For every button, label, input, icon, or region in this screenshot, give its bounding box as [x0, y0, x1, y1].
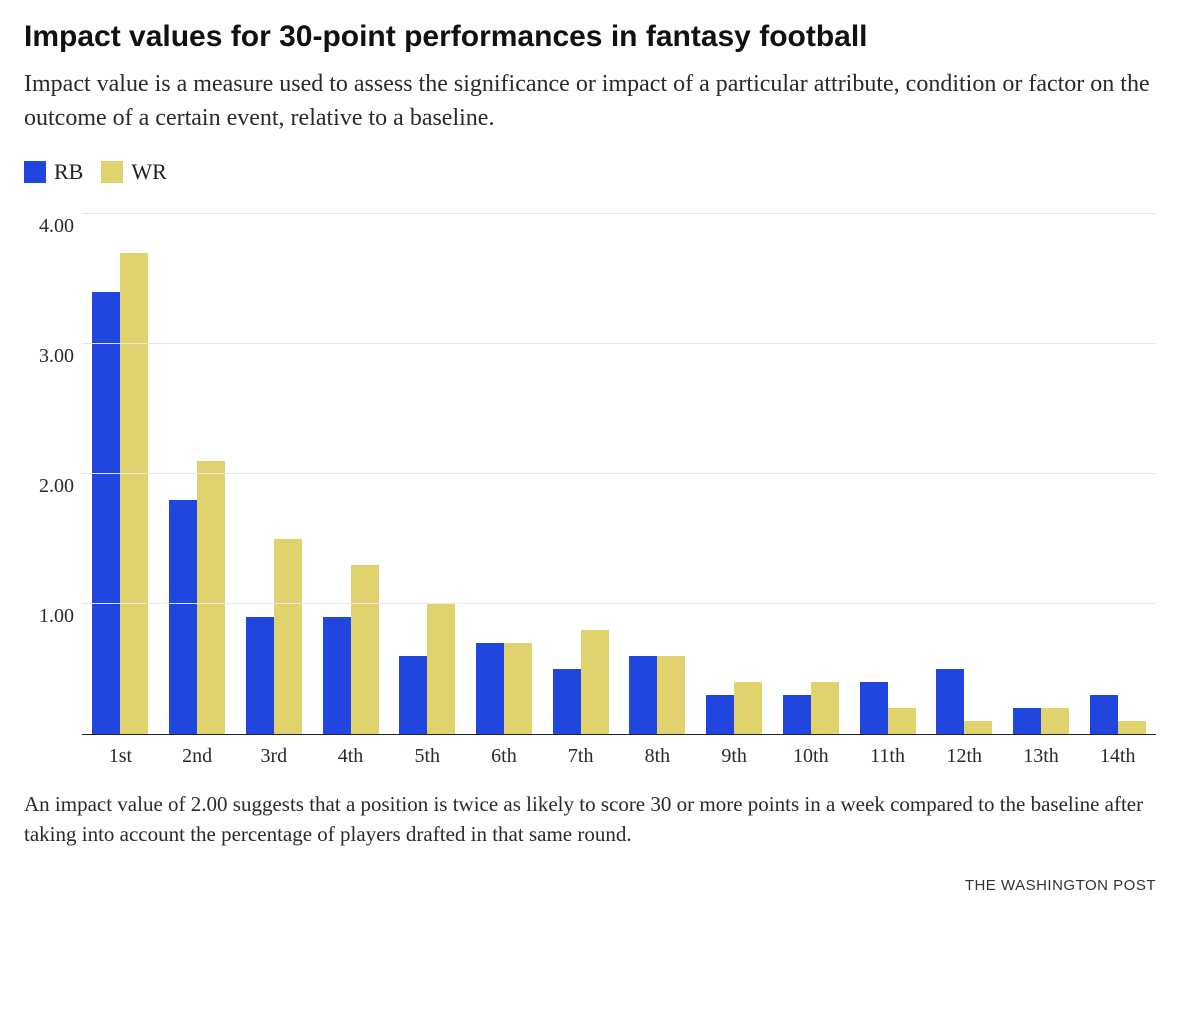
bar-group [159, 461, 236, 734]
gridline [82, 213, 1156, 214]
bar [888, 708, 916, 734]
bar [1041, 708, 1069, 734]
gridline [82, 343, 1156, 344]
x-axis-ticks: 1st2nd3rd4th5th6th7th8th9th10th11th12th1… [82, 735, 1156, 768]
bar [476, 643, 504, 734]
bar [860, 682, 888, 734]
bar [657, 656, 685, 734]
bar [427, 604, 455, 734]
bars-area [82, 215, 1156, 734]
legend: RB WR [24, 159, 1156, 185]
bar [120, 253, 148, 734]
x-tick-label: 11th [849, 735, 926, 768]
x-tick-label: 14th [1079, 735, 1156, 768]
x-tick-label: 4th [312, 735, 389, 768]
bar [504, 643, 532, 734]
bar [581, 630, 609, 734]
chart-container: 1.002.003.004.00 1st2nd3rd4th5th6th7th8t… [24, 215, 1156, 768]
bar [246, 617, 274, 734]
legend-item: WR [101, 159, 166, 185]
bar [734, 682, 762, 734]
y-axis-ticks: 1.002.003.004.00 [24, 215, 74, 735]
x-tick-label: 2nd [159, 735, 236, 768]
gridline [82, 473, 1156, 474]
legend-swatch [24, 161, 46, 183]
bar-group [926, 669, 1003, 734]
bar-group [1003, 708, 1080, 734]
x-tick-label: 7th [542, 735, 619, 768]
bar [197, 461, 225, 734]
bar-group [466, 643, 543, 734]
bar-group [619, 656, 696, 734]
legend-label: RB [54, 159, 83, 185]
bar [399, 656, 427, 734]
bar [274, 539, 302, 734]
legend-item: RB [24, 159, 83, 185]
bar-group [1079, 695, 1156, 734]
bar-group [235, 539, 312, 734]
bar-group [389, 604, 466, 734]
bar-group [542, 630, 619, 734]
bar [629, 656, 657, 734]
legend-swatch [101, 161, 123, 183]
x-tick-label: 3rd [235, 735, 312, 768]
bar-chart [82, 215, 1156, 735]
x-tick-label: 13th [1003, 735, 1080, 768]
bar [783, 695, 811, 734]
bar [92, 292, 120, 734]
bar [811, 682, 839, 734]
x-tick-label: 1st [82, 735, 159, 768]
chart-footnote: An impact value of 2.00 suggests that a … [24, 790, 1156, 849]
bar [1090, 695, 1118, 734]
x-tick-label: 10th [772, 735, 849, 768]
legend-label: WR [131, 159, 166, 185]
bar [323, 617, 351, 734]
x-tick-label: 9th [696, 735, 773, 768]
chart-subtitle: Impact value is a measure used to assess… [24, 68, 1156, 135]
bar-group [82, 253, 159, 734]
x-tick-label: 6th [466, 735, 543, 768]
bar [169, 500, 197, 734]
bar-group [772, 682, 849, 734]
gridline [82, 603, 1156, 604]
bar [1118, 721, 1146, 734]
chart-title: Impact values for 30-point performances … [24, 20, 1156, 54]
bar-group [849, 682, 926, 734]
bar [936, 669, 964, 734]
x-tick-label: 5th [389, 735, 466, 768]
x-tick-label: 12th [926, 735, 1003, 768]
bar [1013, 708, 1041, 734]
bar [351, 565, 379, 734]
chart-credit: THE WASHINGTON POST [24, 877, 1156, 894]
bar [553, 669, 581, 734]
x-tick-label: 8th [619, 735, 696, 768]
bar [964, 721, 992, 734]
bar-group [696, 682, 773, 734]
bar-group [312, 565, 389, 734]
bar [706, 695, 734, 734]
